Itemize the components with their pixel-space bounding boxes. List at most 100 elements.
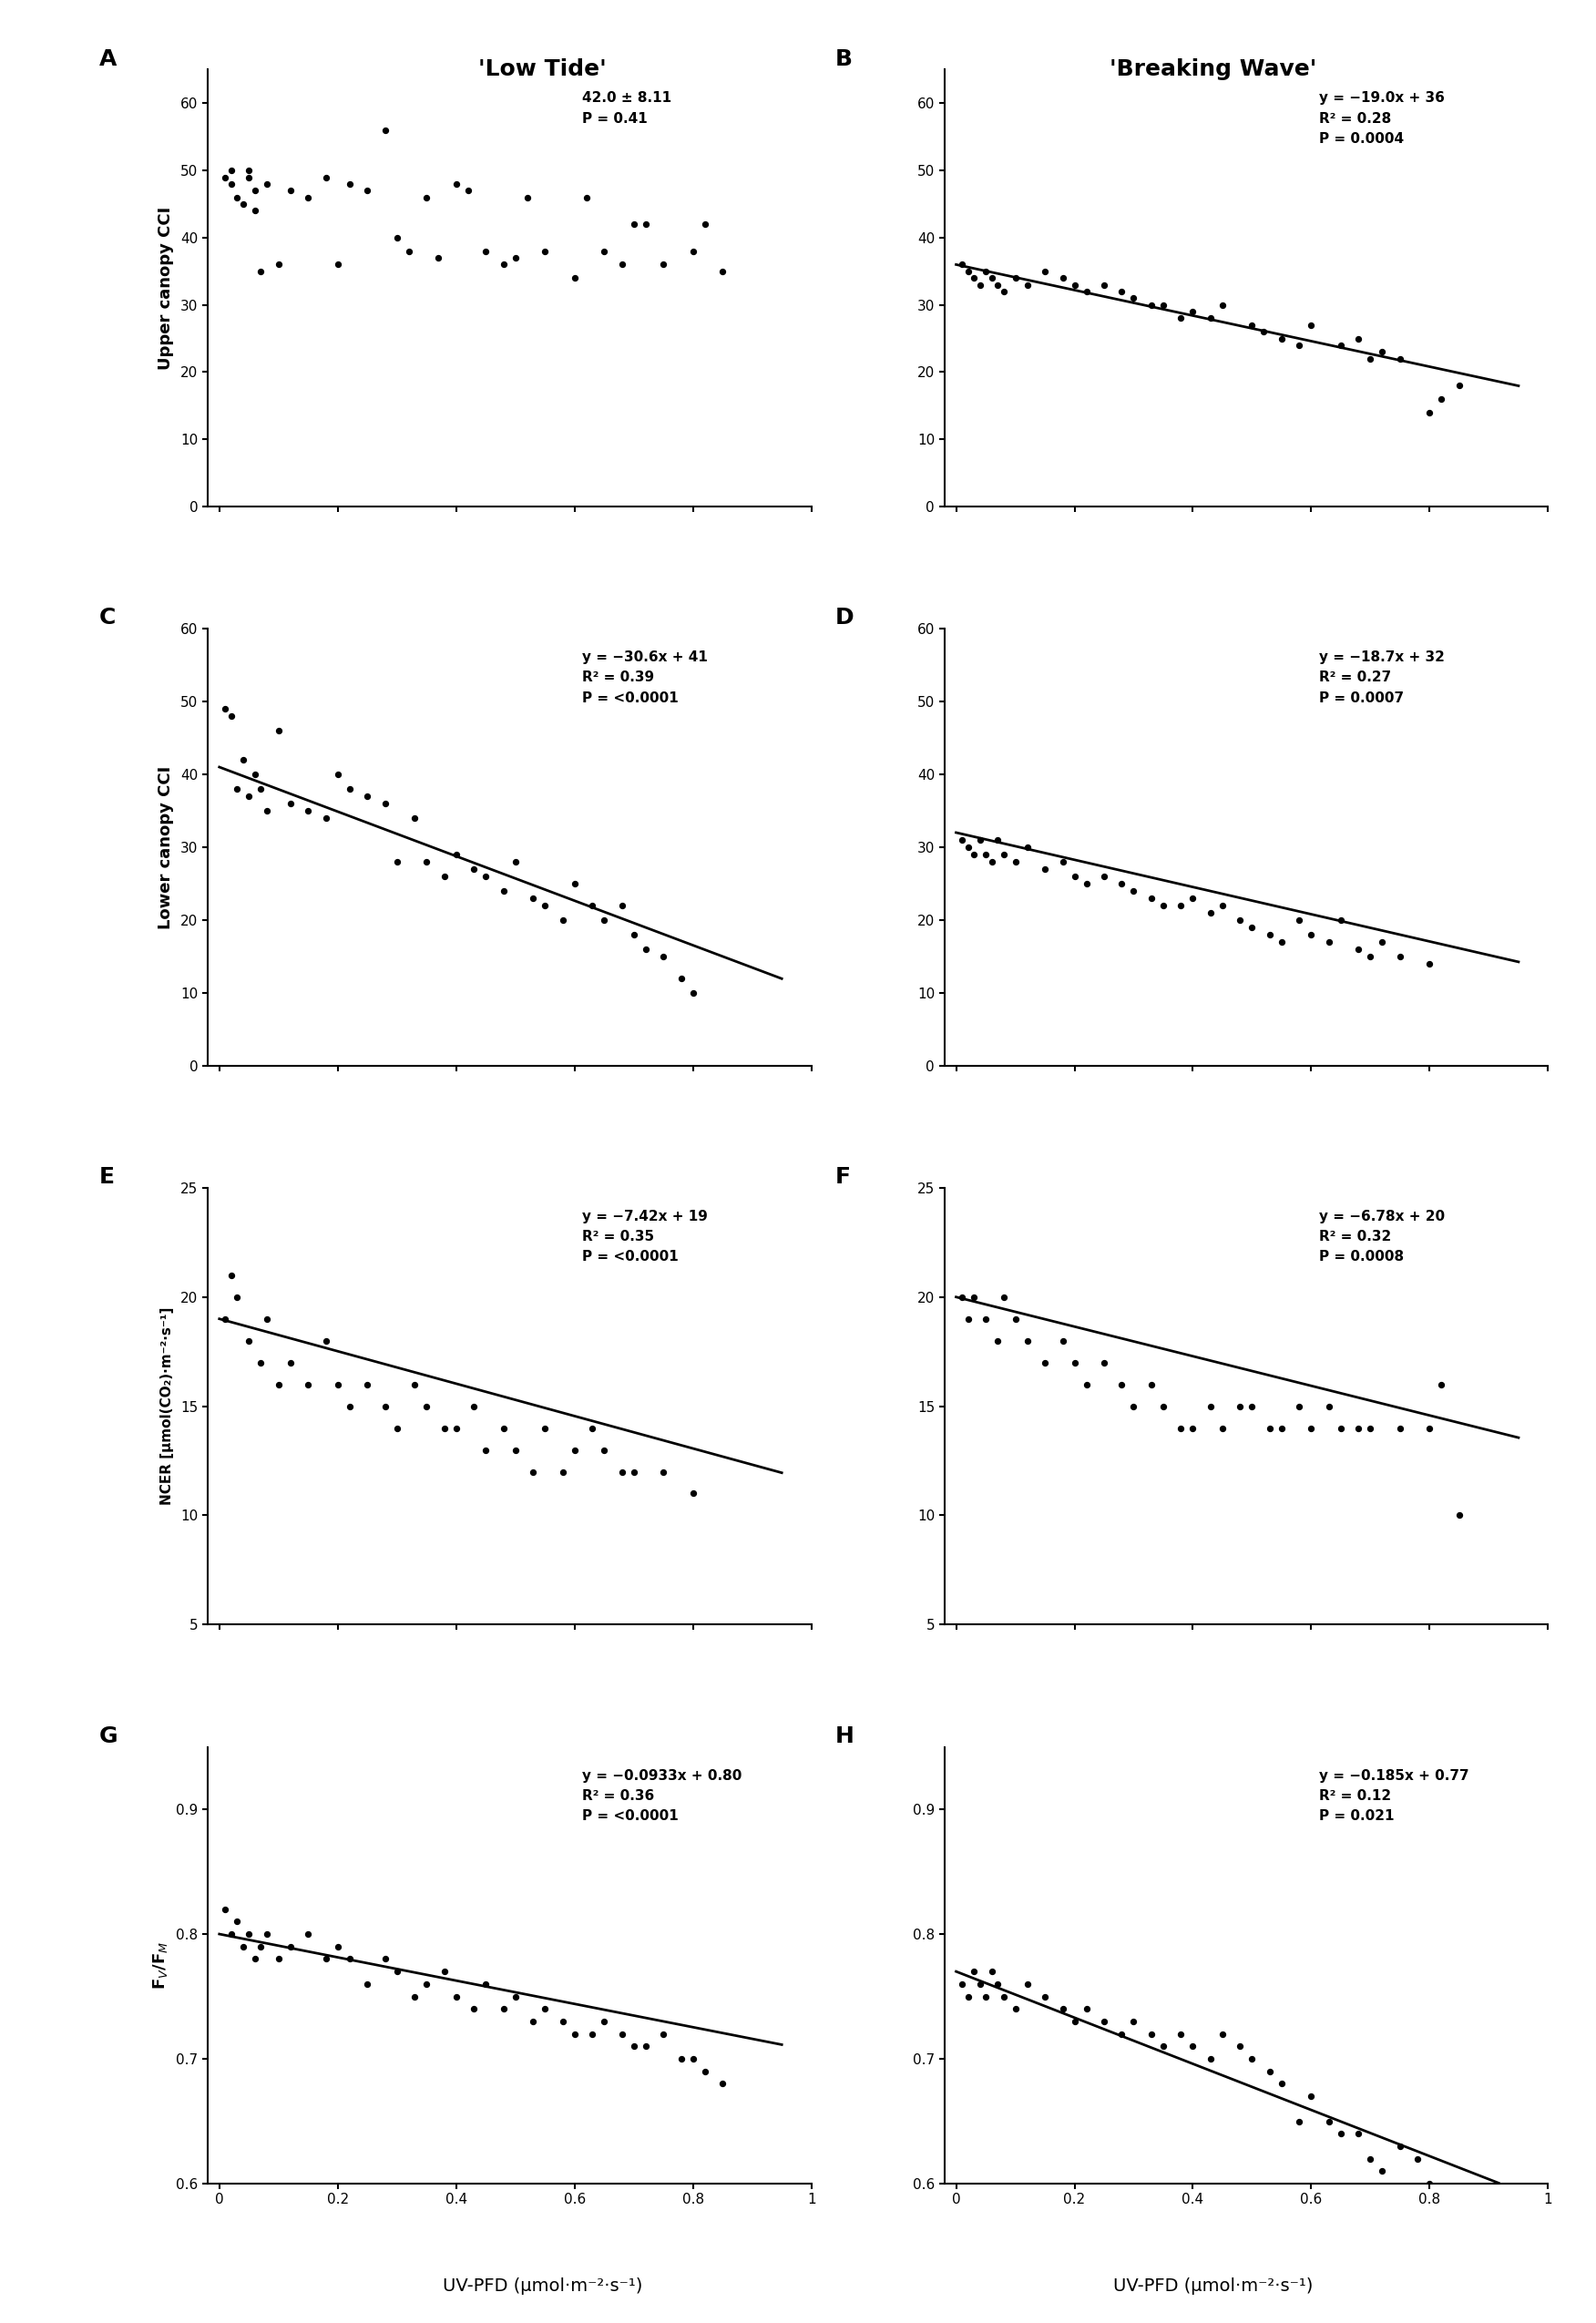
Point — [1120, 2002, 1146, 2040]
Point — [621, 915, 646, 952]
Point — [1269, 2065, 1294, 2102]
Point — [579, 887, 605, 925]
Point — [634, 932, 659, 969]
Point — [978, 1954, 1004, 1991]
Point — [337, 771, 362, 808]
Point — [1120, 871, 1146, 908]
Text: y = −7.42x + 19
R² = 0.35
P = <0.0001: y = −7.42x + 19 R² = 0.35 P = <0.0001 — [583, 1210, 707, 1264]
Point — [651, 1454, 677, 1491]
Point — [974, 836, 999, 873]
Point — [634, 2028, 659, 2065]
Point — [985, 1965, 1010, 2002]
Point — [1299, 2077, 1325, 2114]
Point — [520, 1454, 546, 1491]
Point — [579, 2016, 605, 2054]
Point — [592, 1431, 618, 1468]
Point — [372, 1940, 397, 1977]
Point — [610, 1454, 635, 1491]
Point — [313, 158, 338, 195]
Point — [1109, 1366, 1135, 1403]
Point — [1002, 843, 1028, 880]
Point — [967, 1965, 993, 2002]
Point — [1286, 1387, 1312, 1424]
Point — [1033, 850, 1058, 887]
Point — [1210, 887, 1235, 925]
Point — [1210, 2016, 1235, 2054]
Point — [1317, 1387, 1342, 1424]
Point — [985, 822, 1010, 860]
Point — [503, 843, 528, 880]
Point — [444, 1410, 469, 1447]
Point — [514, 179, 539, 216]
Point — [1240, 307, 1266, 344]
Point — [354, 172, 380, 209]
Point — [278, 1928, 303, 1965]
Point — [396, 232, 421, 269]
Point — [1061, 2002, 1087, 2040]
Point — [313, 1940, 338, 1977]
Point — [254, 1916, 279, 1954]
Point — [1074, 272, 1100, 309]
Point — [954, 829, 980, 866]
Text: UV-PFD (μmol·m⁻²·s⁻¹): UV-PFD (μmol·m⁻²·s⁻¹) — [1112, 2279, 1314, 2295]
Point — [225, 1278, 251, 1315]
Point — [503, 239, 528, 276]
Point — [267, 1940, 292, 1977]
Point — [354, 1965, 380, 2002]
Point — [212, 1891, 238, 1928]
Point — [961, 836, 986, 873]
Point — [230, 1928, 255, 1965]
Point — [503, 1431, 528, 1468]
Point — [354, 1366, 380, 1403]
Point — [426, 239, 452, 276]
Point — [1074, 1991, 1100, 2028]
Point — [1387, 339, 1412, 376]
Point — [402, 1366, 428, 1403]
Point — [680, 2040, 705, 2077]
Point — [444, 836, 469, 873]
Point — [1002, 1991, 1028, 2028]
Text: y = −19.0x + 36
R² = 0.28
P = 0.0004: y = −19.0x + 36 R² = 0.28 P = 0.0004 — [1318, 91, 1444, 146]
Point — [974, 1301, 999, 1338]
Point — [1015, 829, 1041, 866]
Point — [444, 165, 469, 202]
Point — [1227, 1387, 1253, 1424]
Point — [1033, 253, 1058, 290]
Point — [562, 864, 587, 901]
Point — [219, 697, 244, 734]
Point — [1050, 1322, 1076, 1359]
Point — [1258, 1410, 1283, 1447]
Point — [974, 253, 999, 290]
Point — [1299, 915, 1325, 952]
Point — [461, 850, 487, 887]
Point — [431, 1954, 456, 1991]
Point — [372, 112, 397, 149]
Point — [490, 246, 516, 283]
Point — [490, 1991, 516, 2028]
Point — [991, 1977, 1017, 2014]
Point — [1061, 1345, 1087, 1382]
Point — [1299, 1410, 1325, 1447]
Point — [385, 1954, 410, 1991]
Point — [610, 246, 635, 283]
Text: 'Breaking Wave': 'Breaking Wave' — [1109, 58, 1317, 79]
Point — [954, 1301, 980, 1338]
Point — [295, 1366, 321, 1403]
Point — [236, 151, 262, 188]
Point — [1358, 1410, 1384, 1447]
Point — [1345, 932, 1371, 969]
Point — [1092, 267, 1117, 304]
Text: H: H — [836, 1726, 854, 1747]
Point — [278, 785, 303, 822]
Point — [573, 179, 598, 216]
Y-axis label: Upper canopy CCI: Upper canopy CCI — [158, 207, 174, 369]
Text: y = −30.6x + 41
R² = 0.39
P = <0.0001: y = −30.6x + 41 R² = 0.39 P = <0.0001 — [583, 650, 707, 704]
Point — [385, 843, 410, 880]
Point — [1109, 864, 1135, 901]
Point — [1050, 260, 1076, 297]
Point — [1092, 857, 1117, 894]
Text: D: D — [836, 606, 854, 630]
Point — [967, 267, 993, 304]
Point — [413, 1965, 439, 2002]
Point — [219, 1257, 244, 1294]
